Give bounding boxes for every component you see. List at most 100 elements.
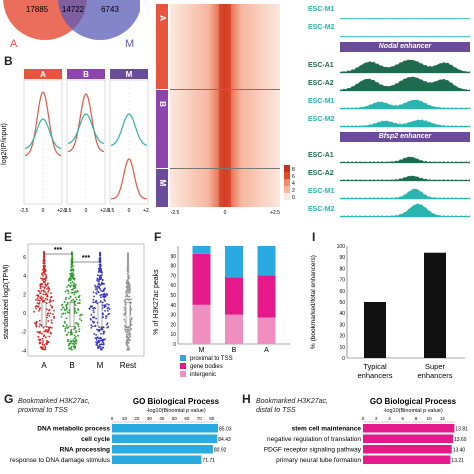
panel-e-dot xyxy=(99,265,101,267)
venn-circle-m xyxy=(58,0,142,40)
panel_h-bar-3 xyxy=(363,455,451,464)
panel-f-letter: F xyxy=(154,230,162,244)
panel-e-dot xyxy=(123,318,126,321)
panel-f-ytick-5: 50 xyxy=(170,293,176,299)
panel-b-tick-M-1: 0 xyxy=(128,208,131,214)
panel-e-dot xyxy=(130,298,133,301)
panel-e-dot xyxy=(93,311,95,314)
nodal-track-label-1: ESC-A2 xyxy=(308,80,334,87)
panel-f-category-1: B xyxy=(232,347,237,354)
panel-i-category-0-line-0: Typical xyxy=(363,362,387,371)
track-top-0-signal xyxy=(340,18,470,19)
heatmap-cluster-label-A: A xyxy=(158,15,167,21)
panel-e-dot xyxy=(49,312,52,315)
panel-e-dot xyxy=(65,317,68,319)
panel-e-dot xyxy=(106,303,108,305)
panel-e-dot xyxy=(49,304,52,307)
panel-b-header-label-A: A xyxy=(40,70,46,79)
panel-e-dot xyxy=(95,300,98,303)
panel-e-dot xyxy=(124,301,126,303)
panel-e-dot xyxy=(95,292,98,295)
panel-f: % of H3K27ac peaks 0 10 20 30 40 50 60 70 80 90 M B A… xyxy=(150,232,302,388)
panel-e-dot xyxy=(53,309,55,312)
panel-e-dot xyxy=(108,308,111,310)
heatmap-legend-label-0: 8 xyxy=(292,167,295,173)
panel-e-dot xyxy=(126,340,129,343)
panel-e-dot xyxy=(39,339,41,342)
panel-e-dot xyxy=(43,299,46,302)
panel-i-ytick-1: 10 xyxy=(339,345,345,351)
panel-e-dot xyxy=(72,298,75,301)
panel-e-dot xyxy=(71,281,74,283)
panel_h-bar-1 xyxy=(363,434,454,443)
panel-g: GO Biological Process -log10(Binomial p v… xyxy=(0,392,237,474)
panel-e-dot xyxy=(39,342,42,344)
panel-e-dot xyxy=(98,276,101,279)
panel-e-dot xyxy=(123,314,126,316)
heatmap-legend-label-2: 4 xyxy=(292,181,295,187)
panel-e-dot xyxy=(67,284,70,287)
panel-e-category-1: B xyxy=(69,361,74,370)
panel-e-dot xyxy=(95,339,98,341)
panel-e-dot xyxy=(130,323,133,326)
panel-e-dot xyxy=(69,296,72,298)
panel_g-value-3: 71.71 xyxy=(202,458,215,464)
panel-e-violin-1 xyxy=(60,251,83,351)
panel-e-dot xyxy=(41,342,44,344)
panel-e-dot xyxy=(102,333,105,335)
panel-e-dot xyxy=(63,320,66,323)
panel-e-dot xyxy=(97,291,100,293)
panel-e-dot xyxy=(44,279,47,282)
panel-e-dot xyxy=(124,331,127,333)
panel-e-violin-2 xyxy=(88,251,111,351)
panel-e-dot xyxy=(70,299,73,302)
panel-e-dot xyxy=(72,285,75,288)
panel-e-dot xyxy=(128,338,131,341)
panel-e-dot xyxy=(126,273,129,275)
panel-e-dot xyxy=(68,344,70,347)
panel-e-dot xyxy=(67,338,70,341)
panel-e-dot xyxy=(101,328,104,331)
panel-g-subtitle-2: proximal to TSS xyxy=(18,407,68,414)
panel-e-dot xyxy=(39,287,42,290)
panel-e-dot xyxy=(107,309,109,312)
panel-e-dot xyxy=(42,296,44,299)
heatmap-cluster-bar-B xyxy=(156,90,168,168)
panel-e-dot xyxy=(38,325,41,328)
panel-e-dot xyxy=(73,312,76,314)
panel_h-tick-5: 10 xyxy=(427,416,433,421)
panel-e-dot xyxy=(64,312,67,315)
panel_h-tick-3: 6 xyxy=(401,416,404,421)
panel-b-profile-orange-A xyxy=(24,91,62,157)
panel_g-tick-7: 70 xyxy=(197,416,203,421)
venn-left-count: 17885 xyxy=(26,5,49,14)
panel_h-category-1: negative regulation of translation xyxy=(267,436,361,443)
panel-e-dot xyxy=(40,283,43,286)
panel-e-dot xyxy=(127,291,130,294)
panel-e-dot xyxy=(73,337,76,340)
panel-e-dot xyxy=(71,258,74,260)
panel-e-dot xyxy=(48,309,51,311)
bfsp2-enhancer-title: Bfsp2 enhancer xyxy=(340,132,470,142)
panel-e-ytick-2: 0 xyxy=(23,311,26,317)
panel-e-dot xyxy=(127,329,130,332)
panel-e-dot xyxy=(96,344,99,347)
panel-e-dot xyxy=(37,305,39,308)
panel-e-dot xyxy=(92,291,95,294)
panel-e-dot xyxy=(63,301,66,303)
panel-e-dot xyxy=(79,318,81,320)
panel-e-dot xyxy=(43,255,46,258)
panel-e-dot xyxy=(43,330,46,333)
panel-e-dot xyxy=(123,324,126,327)
panel-f-bar-M-gene-bodies xyxy=(192,253,211,305)
panel-i-ytick-0: 0 xyxy=(342,356,345,362)
panel-e-dot xyxy=(47,331,49,333)
panel-i: % (bookmarked/total enhancers) 0 10 20 30 40 5… xyxy=(305,232,474,392)
nodal-track-2-signal xyxy=(340,99,470,109)
panel-e-dot xyxy=(78,330,81,333)
panel-e-dot xyxy=(69,285,72,288)
heatmap-cluster-label-M: M xyxy=(158,180,167,187)
panel_g-bar-0 xyxy=(112,424,219,433)
panel-e-dot xyxy=(46,316,48,319)
panel-e-dot xyxy=(128,331,131,333)
